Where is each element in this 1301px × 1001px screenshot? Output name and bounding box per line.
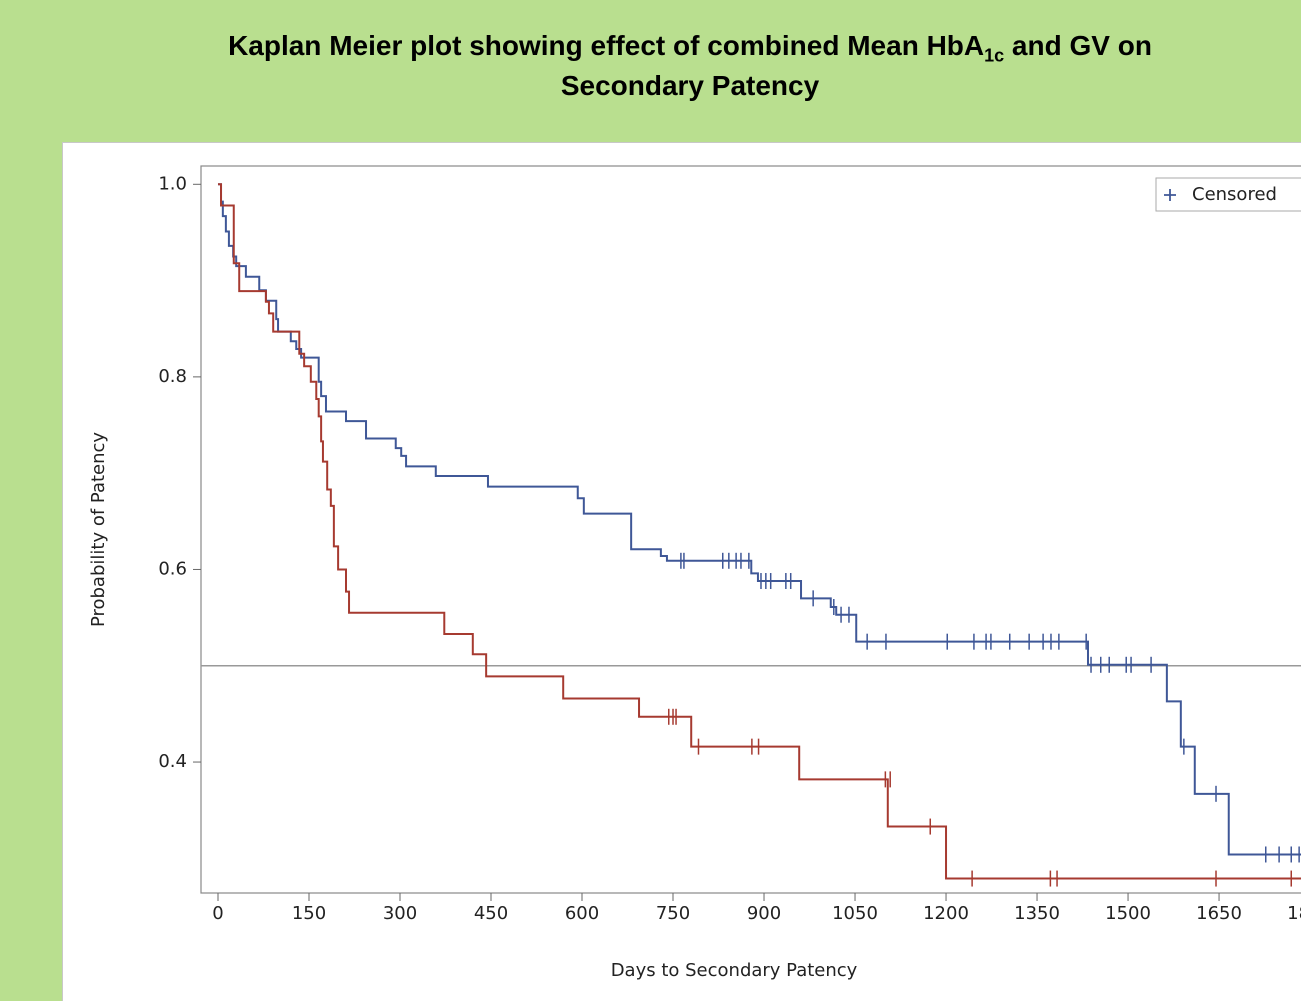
survival-curve [217,183,1301,880]
title-text: Secondary Patency [560,70,820,101]
x-tick-label: 750 [656,903,690,924]
x-tick-label: 1200 [923,903,969,924]
y-tick-label: 0.4 [158,751,187,772]
y-tick-label: 0.8 [158,366,187,387]
x-tick-label: 150 [292,903,326,924]
title-text: and GV on [1004,30,1152,61]
x-tick-label: 1350 [1014,903,1060,924]
chart-title: Kaplan Meier plot showing effect of comb… [0,30,1301,130]
x-tick-label: 450 [474,903,508,924]
survival-curve [217,183,1301,856]
y-axis-label: Probability of Patency [88,432,109,627]
x-tick-label: 300 [383,903,417,924]
chart-panel: 0.4 0.6 0.8 1.0 0 150 300 450 600 750 900 1050 1200 1… [62,142,1301,1001]
legend-symbol [1164,189,1176,201]
chart: 0.4 0.6 0.8 1.0 0 150 300 450 600 750 900 1050 1200 1… [88,165,1301,981]
x-tick-label: 0 [212,903,223,924]
x-tick-label: 1050 [832,903,878,924]
title-subscript: 1c [984,45,1005,66]
title-line: Secondary Patency [561,70,819,102]
y-tick-label: 1.0 [158,173,187,194]
x-axis-label: Days to Secondary Patency [611,960,858,981]
x-tick-label: 600 [565,903,599,924]
legend-box [1155,177,1301,212]
legend-label: Censored [1192,184,1277,205]
y-tick-label: 0.6 [158,558,187,579]
title-line: Kaplan Meier plot showing effect of comb… [228,30,1152,67]
x-tick-label: 1650 [1196,903,1242,924]
plot-frame [200,165,1301,894]
x-tick-label: 900 [747,903,781,924]
x-tick-label: 1800 [1287,903,1301,924]
title-text: Kaplan Meier plot showing effect of comb… [228,30,985,61]
x-tick-label: 1500 [1105,903,1151,924]
